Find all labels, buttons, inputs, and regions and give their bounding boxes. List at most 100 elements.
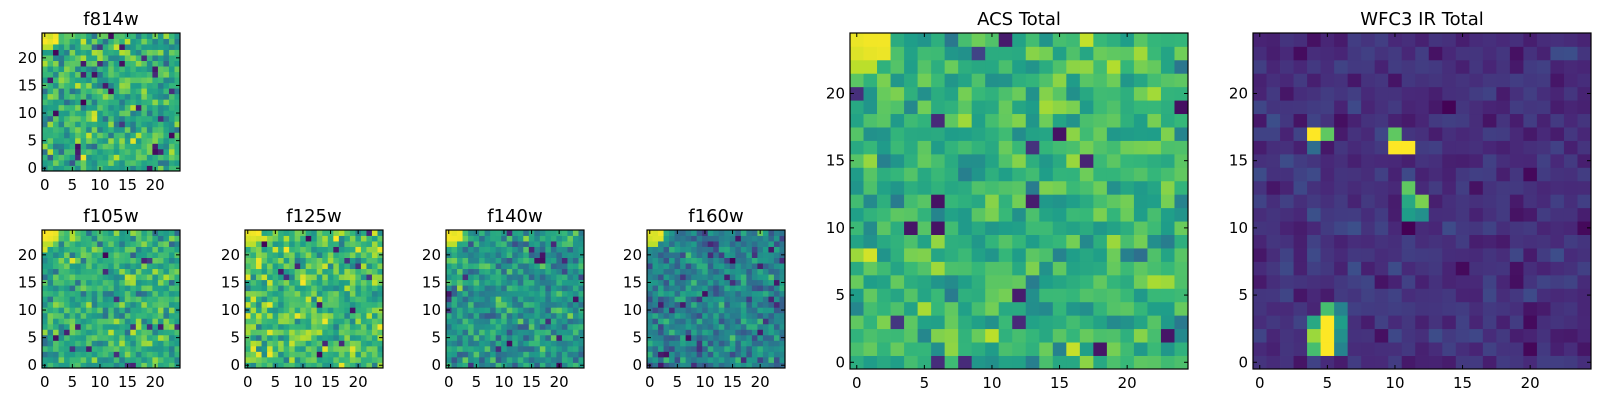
heatmap-cell: [904, 113, 918, 128]
heatmap-cell: [490, 334, 497, 341]
heatmap-cell: [779, 230, 786, 236]
heatmap-cell: [1039, 261, 1054, 276]
heatmap-cell: [545, 246, 552, 253]
heatmap-cell: [1388, 194, 1403, 209]
heatmap-cell: [152, 318, 159, 325]
heatmap-cell: [322, 274, 329, 281]
heatmap-cell: [1361, 86, 1376, 101]
heatmap-cell: [152, 55, 159, 61]
heatmap-cell: [702, 318, 709, 325]
heatmap-cell: [245, 268, 251, 275]
heatmap-cell: [534, 329, 541, 336]
heatmap-cell: [484, 362, 491, 369]
heatmap-cell: [174, 126, 181, 133]
heatmap-cell: [174, 143, 181, 150]
heatmap-cell: [490, 252, 497, 258]
heatmap-cell: [146, 345, 153, 352]
heatmap-cell: [86, 340, 93, 347]
heatmap-cell: [1509, 274, 1524, 289]
heatmap-cell: [108, 246, 115, 253]
heatmap-cell: [718, 340, 725, 347]
heatmap-cell: [1174, 328, 1189, 343]
heatmap-cell: [479, 323, 486, 330]
heatmap-cell: [696, 356, 703, 363]
heatmap-cell: [1133, 274, 1148, 289]
heatmap-cell: [1160, 274, 1175, 289]
heatmap-cell: [119, 104, 126, 111]
heatmap-cell: [484, 318, 491, 325]
heatmap-cell: [1388, 59, 1403, 74]
heatmap-cell: [152, 246, 159, 253]
heatmap-cell: [278, 334, 285, 341]
heatmap-cell: [877, 113, 891, 128]
heatmap-cell: [80, 38, 87, 45]
heatmap-cell: [528, 307, 535, 314]
heatmap-cell: [757, 279, 764, 286]
heatmap-cell: [904, 33, 918, 47]
heatmap-cell: [877, 328, 891, 343]
heatmap-cell: [917, 342, 932, 356]
heatmap-cell: [958, 274, 973, 289]
heatmap-cell: [97, 356, 104, 363]
heatmap-cell: [473, 296, 480, 303]
heatmap-cell: [746, 362, 753, 369]
heatmap-cell: [152, 126, 159, 133]
heatmap-cell: [168, 312, 175, 319]
heatmap-cell: [322, 340, 329, 347]
heatmap-cell: [917, 59, 932, 74]
heatmap-cell: [931, 100, 946, 115]
heatmap-cell: [141, 143, 148, 150]
heatmap-cell: [80, 44, 87, 50]
heatmap-cell: [539, 230, 546, 236]
heatmap-cell: [944, 261, 959, 276]
heatmap-cell: [1401, 328, 1416, 343]
heatmap-cell: [371, 241, 378, 247]
heatmap-cell: [501, 263, 508, 270]
heatmap-cell: [1401, 234, 1416, 249]
heatmap-cell: [958, 153, 973, 168]
heatmap-cell: [1361, 315, 1376, 330]
heatmap-cell: [102, 104, 109, 111]
heatmap-cell: [863, 261, 878, 276]
heatmap-cell: [272, 268, 279, 275]
heatmap-cell: [174, 38, 181, 45]
heatmap-cell: [283, 301, 290, 308]
heatmap-cell: [567, 345, 574, 352]
heatmap-cell: [168, 132, 175, 139]
heatmap-cell: [1550, 167, 1565, 182]
heatmap-cell: [468, 362, 474, 369]
heatmap-cell: [1066, 274, 1081, 289]
heatmap-cell: [1280, 100, 1294, 115]
heatmap-cell: [1307, 301, 1321, 316]
heatmap-cell: [53, 154, 59, 161]
heatmap-cell: [1106, 315, 1121, 330]
heatmap-cell: [1293, 180, 1308, 195]
heatmap-cell: [53, 148, 59, 155]
heatmap-cell: [890, 328, 905, 343]
heatmap-cell: [53, 274, 59, 281]
heatmap-cell: [283, 263, 290, 270]
heatmap-cell: [490, 323, 497, 330]
heatmap-cell: [42, 93, 48, 100]
heatmap-cell: [53, 257, 59, 264]
heatmap-cell: [135, 241, 142, 247]
heatmap-cell: [1442, 113, 1457, 128]
heatmap-cell: [528, 340, 535, 347]
heatmap-cell: [669, 252, 675, 258]
heatmap-cell: [75, 93, 82, 100]
heatmap-cell: [578, 318, 585, 325]
heatmap-cell: [146, 165, 153, 172]
heatmap-cell: [545, 296, 552, 303]
heatmap-cell: [1469, 46, 1484, 61]
heatmap-cell: [724, 268, 731, 275]
heatmap-cell: [1174, 194, 1189, 209]
heatmap-cell: [124, 323, 131, 330]
heatmap-cell: [1093, 73, 1108, 88]
heatmap-cell: [904, 234, 918, 249]
heatmap-cell: [294, 268, 301, 275]
heatmap-cell: [863, 113, 878, 128]
heatmap-cell: [1374, 207, 1389, 222]
heatmap-cell: [1428, 59, 1443, 74]
heatmap-cell: [740, 356, 747, 363]
heatmap-cell: [658, 362, 664, 369]
